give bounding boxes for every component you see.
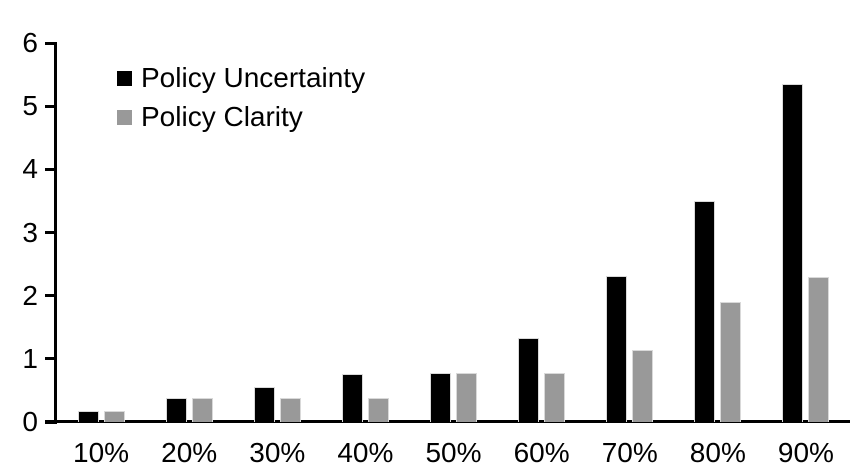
y-axis-tick (45, 420, 57, 424)
bar-policy-uncertainty-40- (341, 374, 363, 422)
y-axis-tick-label: 0 (22, 406, 38, 437)
bar-policy-clarity-70- (632, 350, 654, 422)
bar-policy-clarity-10- (103, 410, 125, 422)
bar-policy-uncertainty-30- (253, 386, 275, 422)
bar-policy-clarity-90- (808, 276, 830, 422)
y-axis-tick-label: 4 (22, 153, 38, 185)
bar-group-70- (586, 43, 674, 422)
bar-policy-clarity-80- (720, 302, 742, 422)
bar-policy-clarity-50- (455, 372, 477, 422)
y-axis-tick-label: 6 (22, 27, 38, 58)
y-axis-tick-label: 3 (22, 216, 38, 248)
bar-policy-clarity-40- (367, 398, 389, 422)
y-axis-tick-label: 5 (22, 90, 38, 122)
bar-group-80- (674, 43, 762, 422)
x-axis-tick-label: 30% (249, 437, 306, 468)
x-axis-tick-label: 90% (777, 437, 834, 468)
legend-label-policy-uncertainty: Policy Uncertainty (141, 62, 366, 93)
x-axis-tick-label: 60% (513, 437, 570, 468)
bar-policy-uncertainty-50- (429, 373, 451, 422)
bar-group-20- (145, 43, 233, 422)
legend-item-policy-clarity: Policy Clarity (117, 103, 365, 131)
legend-swatch-policy-clarity-icon (117, 109, 132, 125)
x-axis-tick-label: 80% (689, 437, 746, 468)
bar-policy-clarity-20- (191, 398, 213, 422)
legend-label-policy-clarity: Policy Clarity (141, 101, 303, 132)
plot-area (57, 43, 850, 422)
bar-policy-uncertainty-10- (77, 410, 99, 422)
x-axis-tick-label: 40% (337, 437, 394, 468)
x-axis-tick-label: 20% (161, 437, 218, 468)
y-axis-tick (45, 167, 57, 171)
x-axis: 10% 20% 30% 40% 50% 60% 70% 80% 90% (57, 438, 850, 468)
bar-group-30- (233, 43, 321, 422)
bar-group-60- (498, 43, 586, 422)
x-axis-tick-label: 50% (425, 437, 482, 468)
bar-policy-clarity-60- (544, 373, 566, 422)
bar-group-50- (409, 43, 497, 422)
bar-policy-uncertainty-90- (782, 84, 804, 422)
y-axis-tick (45, 357, 57, 361)
y-axis-tick (45, 294, 57, 298)
bar-policy-clarity-30- (279, 398, 301, 422)
y-axis-tick (45, 231, 57, 234)
chart-legend: Policy Uncertainty Policy Clarity (117, 64, 365, 131)
x-axis-tick-label: 10% (73, 437, 130, 468)
y-axis-tick (45, 41, 57, 45)
bar-policy-uncertainty-20- (165, 398, 187, 422)
bar-policy-uncertainty-70- (606, 276, 628, 422)
legend-swatch-policy-uncertainty-icon (117, 70, 132, 86)
legend-item-policy-uncertainty: Policy Uncertainty (117, 64, 365, 92)
y-axis-tick-label: 1 (22, 342, 38, 374)
bar-group-40- (321, 43, 409, 422)
bar-policy-uncertainty-80- (694, 200, 716, 422)
bar-group-90- (762, 43, 850, 422)
bar-group-10- (57, 43, 145, 422)
bar-policy-uncertainty-60- (518, 338, 540, 422)
y-axis-tick (45, 104, 57, 108)
y-axis-tick-label: 2 (22, 279, 38, 311)
x-axis-tick-label: 70% (601, 437, 658, 468)
